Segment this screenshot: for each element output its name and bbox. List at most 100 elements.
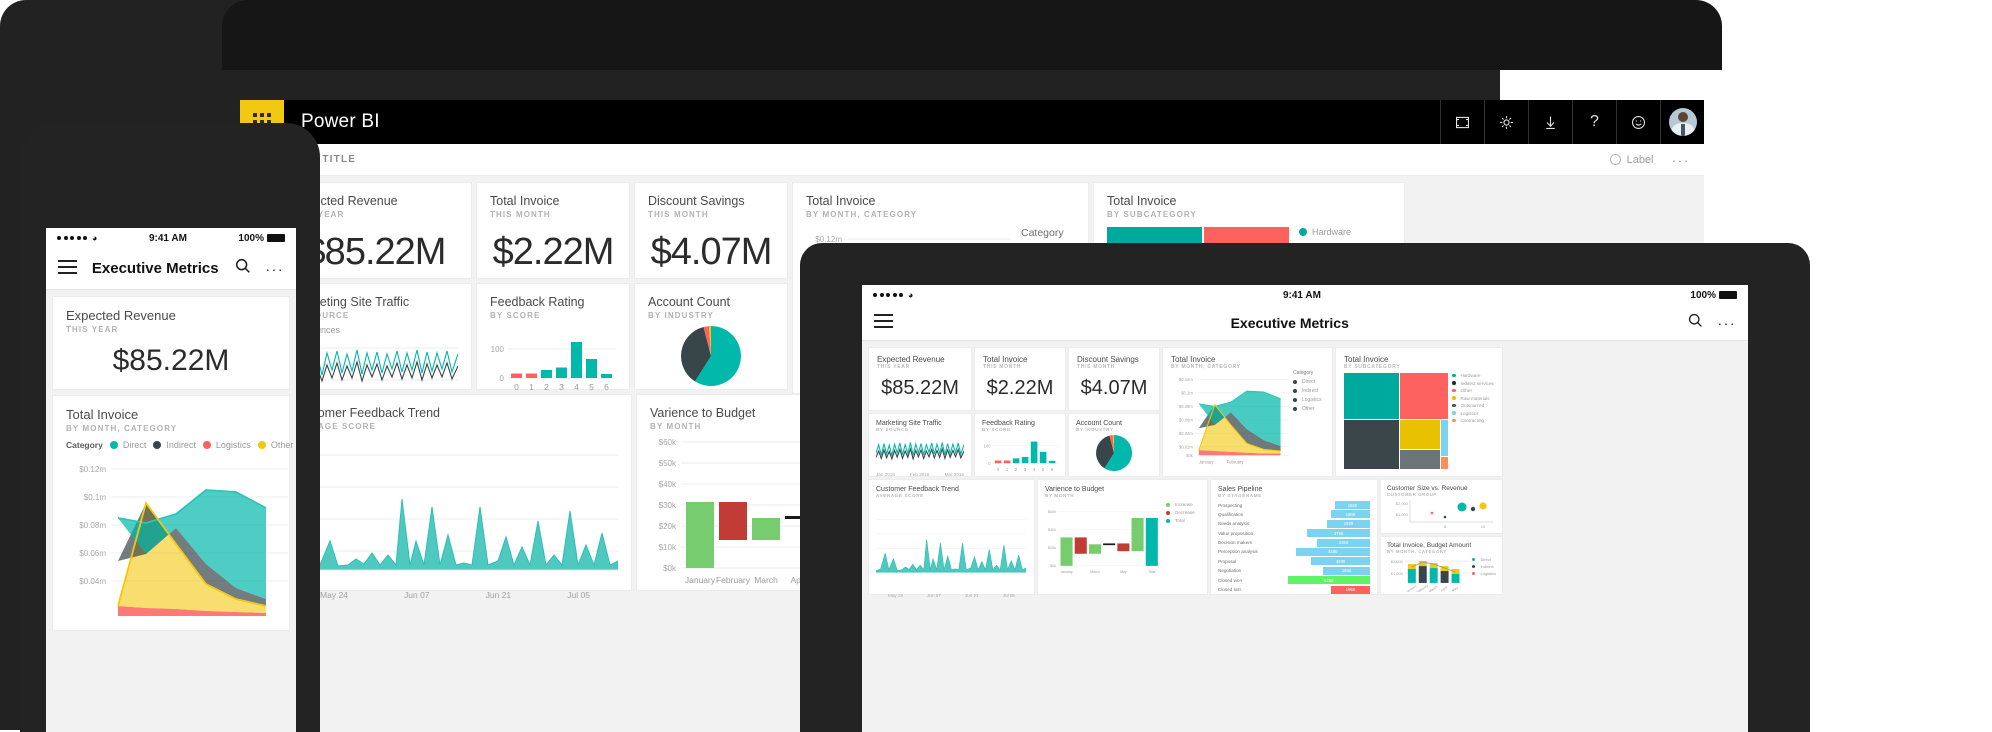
tile-discount-savings[interactable]: Discount Savings THIS MONTH $4.07M [635, 183, 787, 278]
tile-title: Customer Feedback Trend [292, 406, 440, 420]
y-tick: $40k [659, 480, 677, 489]
tile-feedback-rating[interactable]: Feedback Rating BY SCORE 100 0 0 [477, 284, 629, 392]
kpi-value: $4.07M [1080, 377, 1148, 399]
funnel-bar: 4480 [1295, 547, 1370, 556]
funnel-row[interactable]: Prospecting 1680 [1218, 501, 1370, 509]
legend-item: Increase [1166, 502, 1195, 507]
page-title: PAGE TITLE [286, 154, 357, 165]
legend-label: Logistics [1302, 397, 1322, 403]
funnel-row[interactable]: Value proposition 3750 [1218, 529, 1370, 538]
tile-invoice-month-category[interactable]: Total Invoice BY MONTH, CATEGORY Categor… [53, 396, 293, 630]
tile-invoice-subcategory[interactable]: Total Invoice BY SUBCATEGORY Hardware [1336, 348, 1502, 476]
x-tick: Jun 07 [927, 593, 941, 598]
search-icon[interactable] [1687, 312, 1704, 334]
tile-subtitle: BY SOURCE [876, 427, 909, 432]
funnel-row[interactable]: Qualification 1800 [1218, 510, 1370, 519]
tile-feedback-rating[interactable]: Feedback Rating BY SCORE 100 0 0 1 2 3 4… [975, 414, 1065, 476]
legend-item: Decrease [1166, 510, 1195, 515]
funnel-stage-label: Closed won [1218, 577, 1243, 583]
funnel-value: 4480 [1328, 549, 1338, 555]
battery-icon [267, 234, 285, 242]
legend-label: Other [1460, 388, 1473, 393]
svg-text:$0.04m: $0.04m [1179, 431, 1194, 436]
tile-title: Total Invoice [983, 355, 1028, 364]
tile-account-count[interactable]: Account Count BY INDUSTRY [635, 284, 787, 389]
combo-chart: $2,000 $1,000 January February March Apr… [1391, 559, 1471, 592]
tile-title: Customer Size vs. Revenue [1387, 485, 1468, 492]
legend-item: Contracting [1452, 418, 1494, 423]
more-icon[interactable]: ··· [265, 260, 284, 277]
treemap [1344, 373, 1448, 469]
tile-account-count[interactable]: Account Count BY INDUSTRY [1069, 414, 1159, 476]
funnel-stage-label: Needs analysis [1218, 521, 1250, 527]
fullscreen-icon[interactable] [1440, 100, 1484, 144]
legend-label: Other [1302, 406, 1315, 412]
legend-item: Direct [1472, 557, 1496, 562]
label-toggle[interactable]: Label [1609, 154, 1654, 166]
tile-invoice-budget[interactable]: Total Invoice, Budget Amount BY MONTH, C… [1381, 537, 1502, 594]
funnel-stage-label: Proposal [1218, 558, 1237, 564]
tile-site-traffic[interactable]: Marketing Site Traffic BY SOURCE Jan 201… [869, 414, 971, 477]
x-tick: May 24 [320, 590, 348, 600]
tile-subtitle: BY SOURCE [292, 311, 350, 320]
funnel-stage-label: Negotiation [1218, 568, 1242, 574]
legend-item: Raw materials [1452, 396, 1494, 401]
kpi-value: $85.22M [304, 231, 447, 273]
tile-expected-revenue[interactable]: Expected Revenue THIS YEAR $85.22M [53, 297, 289, 389]
x-tick: March [754, 575, 778, 585]
y-tick: 100 [491, 345, 505, 354]
more-icon[interactable]: ··· [1717, 314, 1736, 331]
feedback-smiley-icon[interactable] [1616, 100, 1660, 144]
svg-text:$1,000: $1,000 [1396, 512, 1409, 517]
funnel-stage-label: Value proposition [1218, 530, 1254, 536]
funnel-value: 1680 [1347, 502, 1358, 508]
x-tick: Jun 07 [404, 590, 430, 600]
funnel-row[interactable]: Negotiation 1840 [1218, 566, 1370, 575]
search-icon[interactable] [234, 257, 252, 280]
y-tick: $0.08m [79, 521, 106, 530]
funnel-bar: 1680 [1334, 501, 1370, 509]
tile-total-invoice-kpi[interactable]: Total Invoice THIS MONTH $2.22M [975, 348, 1065, 410]
tile-discount-savings[interactable]: Discount Savings THIS MONTH $4.07M [1069, 348, 1159, 410]
hamburger-menu-icon[interactable] [58, 259, 77, 278]
x-tick: January [1199, 460, 1215, 465]
tile-feedback-trend[interactable]: Customer Feedback Trend AVERAGE SCORE Ma… [869, 480, 1034, 598]
tile-title: Total Invoice [66, 407, 139, 422]
legend-label: Logistics [1460, 410, 1479, 416]
hamburger-menu-icon[interactable] [874, 313, 893, 332]
funnel-row[interactable]: Closed lost 1950 [1218, 585, 1370, 594]
legend-item: Indirect [1293, 388, 1321, 394]
funnel-row[interactable]: Decision makers 2250 [1218, 538, 1370, 547]
gear-icon[interactable] [1484, 100, 1528, 144]
svg-text:Total: Total [1148, 570, 1155, 574]
kpi-value: $4.07M [650, 231, 773, 273]
svg-text:2: 2 [1015, 467, 1018, 472]
kpi-value: $2.22M [986, 377, 1054, 399]
legend-label: Contracting [1460, 418, 1485, 423]
help-icon[interactable]: ? [1572, 100, 1616, 144]
funnel-bar: 5250 [1287, 576, 1370, 585]
x-tick: February [1227, 460, 1245, 465]
funnel-row[interactable]: Needs analysis 1920 [1218, 519, 1370, 528]
x-tick: Jan 2016 [876, 472, 895, 477]
more-icon[interactable]: ··· [1671, 151, 1690, 168]
tile-expected-revenue[interactable]: Expected Revenue THIS YEAR $85.22M [869, 348, 971, 410]
download-icon[interactable] [1528, 100, 1572, 144]
signal-dots-icon [873, 293, 903, 297]
tile-customer-size[interactable]: Customer Size vs. Revenue CUSTOMER GROUP… [1381, 480, 1502, 533]
account-pie-chart [1096, 434, 1133, 471]
tile-subtitle: BY MONTH, CATEGORY [1171, 364, 1241, 370]
tile-sales-pipeline[interactable]: Sales Pipeline BY STAGENAME Prospecting 1… [1211, 480, 1377, 594]
tile-invoice-month-category[interactable]: Total Invoice BY MONTH, CATEGORY $0.12m … [1163, 348, 1332, 476]
funnel-stage-label: Decision makers [1218, 540, 1252, 546]
avatar[interactable] [1660, 100, 1704, 144]
tile-total-invoice-kpi[interactable]: Total Invoice THIS MONTH $2.22M [477, 183, 629, 278]
funnel-row[interactable]: Perception analysis 4480 [1218, 547, 1370, 556]
funnel-row[interactable]: Closed won 5250 [1218, 576, 1370, 585]
tile-variance-to-budget[interactable]: Varience to Budget BY MONTH $60k $40k $2… [1038, 480, 1207, 594]
legend-item: Logistics [1293, 397, 1321, 403]
svg-text:$0k: $0k [1186, 453, 1194, 458]
funnel-row[interactable]: Proposal 3200 [1218, 557, 1370, 566]
tile-feedback-trend[interactable]: Customer Feedback Trend AVERAGE SCORE Ma… [279, 395, 631, 600]
